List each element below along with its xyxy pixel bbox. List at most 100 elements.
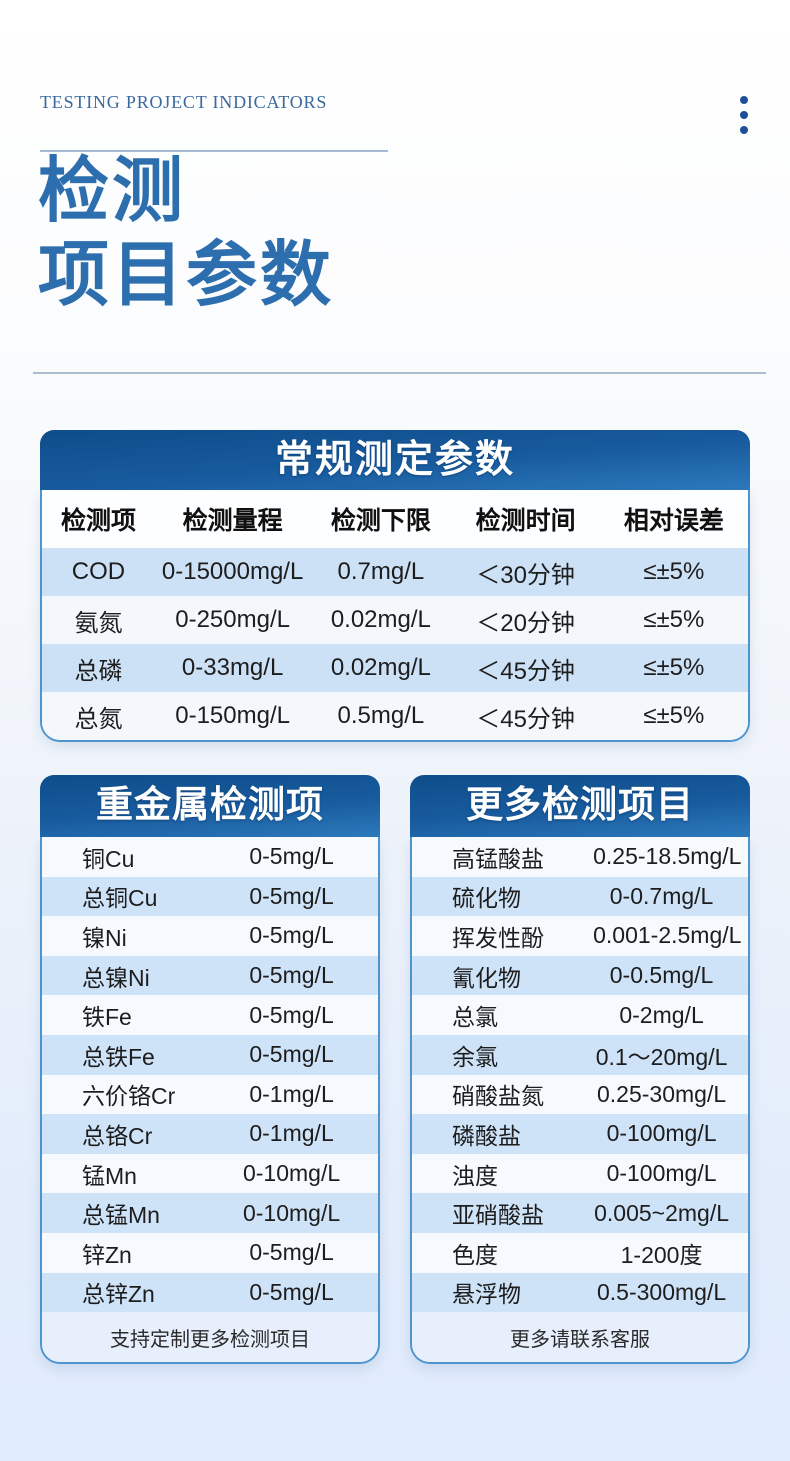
table-cell: 镍Ni xyxy=(82,924,127,951)
heavy-metal-table-title: 重金属检测项 xyxy=(40,775,380,837)
table-cell: 0-0.7mg/L xyxy=(609,882,714,909)
table-cell: 总锌Zn xyxy=(82,1281,155,1308)
table-cell: 氨氮 xyxy=(74,609,123,637)
table-row: 总镍Ni 0-5mg/L xyxy=(42,955,378,996)
table-cell: 0-5mg/L xyxy=(249,1278,334,1305)
main-table-rows: COD 0-15000mg/L 0.7mg/L ＜30分钟 ≤±5% 氨氮 0-250mg/… xyxy=(42,548,748,740)
table-cell: 总氯 xyxy=(452,1004,498,1031)
more-items-table: 高锰酸盐 0.25-18.5mg/L 硫化物 0-0.7mg/L 挥发性酚 0.001-2… xyxy=(410,837,750,1365)
table-cell: 总氮 xyxy=(74,705,123,733)
main-table-title: 常规测定参数 xyxy=(40,430,750,490)
more-items-table-rows: 高锰酸盐 0.25-18.5mg/L 硫化物 0-0.7mg/L 挥发性酚 0.001-2… xyxy=(412,837,748,1313)
column-header: 检测量程 xyxy=(182,507,283,535)
table-row: 总氯 0-2mg/L xyxy=(412,995,748,1035)
table-row: 氰化物 0-0.5mg/L xyxy=(412,955,748,996)
table-row: 总铬Cr 0-1mg/L xyxy=(42,1114,378,1154)
table-cell: 0.02mg/L xyxy=(330,654,431,681)
table-cell: 0-5mg/L xyxy=(249,922,334,949)
more-items-table-title: 更多检测项目 xyxy=(410,775,750,837)
table-row: 总铁Fe 0-5mg/L xyxy=(42,1034,378,1075)
table-row: 余氯 0.1～20mg/L xyxy=(412,1034,748,1075)
table-cell: 0.1～20mg/L xyxy=(595,1043,728,1070)
table-cell: 锌Zn xyxy=(82,1241,132,1268)
table-cell: 0.001-2.5mg/L xyxy=(593,922,742,949)
table-cell: 0-15000mg/L xyxy=(161,558,304,585)
secondary-cards-row: 重金属检测项 铜Cu 0-5mg/L 总铜Cu 0-5mg/L 镍Ni 0-5mg/L 总镍… xyxy=(40,775,750,1365)
table-cell: 0-5mg/L xyxy=(249,962,334,989)
table-cell: 0-150mg/L xyxy=(175,702,290,729)
table-row: 镍Ni 0-5mg/L xyxy=(42,916,378,956)
table-header-row: 检测项 检测量程 检测下限 检测时间 相对误差 xyxy=(42,490,748,548)
table-row: 硝酸盐氮 0.25-30mg/L xyxy=(412,1074,748,1115)
table-row: 硫化物 0-0.7mg/L xyxy=(412,876,748,917)
heavy-metal-table-rows: 铜Cu 0-5mg/L 总铜Cu 0-5mg/L 镍Ni 0-5mg/L 总镍Ni 0-5mg… xyxy=(42,837,378,1313)
table-cell: 0.005~2mg/L xyxy=(594,1199,730,1226)
column-header: 检测项 xyxy=(60,507,136,535)
table-cell: ＜45分钟 xyxy=(476,705,575,733)
table-cell: 六价铬Cr xyxy=(82,1083,176,1110)
table-cell: 0-10mg/L xyxy=(242,1160,341,1187)
table-cell: 总锰Mn xyxy=(82,1202,160,1229)
divider-line-top xyxy=(40,150,388,152)
heavy-metal-table-footer: 支持定制更多检测项目 xyxy=(42,1312,378,1363)
table-cell: 0-0.5mg/L xyxy=(609,962,714,989)
table-cell: 0-33mg/L xyxy=(181,654,284,681)
table-row: 浊度 0-100mg/L xyxy=(412,1153,748,1194)
table-cell: 0-5mg/L xyxy=(249,843,334,870)
table-cell: 硝酸盐氮 xyxy=(452,1083,544,1110)
table-cell: 0-2mg/L xyxy=(619,1001,704,1028)
table-cell: 0-5mg/L xyxy=(249,1001,334,1028)
table-cell: 高锰酸盐 xyxy=(452,845,544,872)
table-row: 总锌Zn 0-5mg/L xyxy=(42,1272,378,1313)
table-row: 氨氮 0-250mg/L 0.02mg/L ＜20分钟 ≤±5% xyxy=(42,596,748,644)
table-cell: 0-100mg/L xyxy=(606,1160,717,1187)
table-cell: 0-1mg/L xyxy=(249,1080,334,1107)
table-row: 锌Zn 0-5mg/L xyxy=(42,1232,378,1273)
column-header: 检测时间 xyxy=(475,507,576,535)
table-cell: 0.02mg/L xyxy=(330,606,431,633)
table-cell: ≤±5% xyxy=(643,558,705,585)
table-cell: 总铁Fe xyxy=(82,1043,155,1070)
table-cell: 0-100mg/L xyxy=(606,1120,717,1147)
table-cell: 氰化物 xyxy=(452,964,521,991)
heavy-metal-card: 重金属检测项 铜Cu 0-5mg/L 总铜Cu 0-5mg/L 镍Ni 0-5mg/L 总镍… xyxy=(40,775,380,1365)
main-parameters-card: 常规测定参数 检测项 检测量程 检测下限 检测时间 相对误差 COD 0-1500… xyxy=(40,430,750,742)
table-cell: COD xyxy=(71,558,126,585)
more-items-card: 更多检测项目 高锰酸盐 0.25-18.5mg/L 硫化物 0-0.7mg/L 挥发性酚… xyxy=(410,775,750,1365)
table-row: 铜Cu 0-5mg/L xyxy=(42,837,378,877)
table-row: 总磷 0-33mg/L 0.02mg/L ＜45分钟 ≤±5% xyxy=(42,644,748,692)
table-cell: 铁Fe xyxy=(82,1004,132,1031)
main-table: 检测项 检测量程 检测下限 检测时间 相对误差 COD 0-15000mg/L 0.… xyxy=(40,490,750,742)
page-title-line1: 检测 xyxy=(38,153,187,231)
column-header: 相对误差 xyxy=(623,507,724,535)
table-cell: 0-5mg/L xyxy=(249,1239,334,1266)
divider-line-under-title xyxy=(33,372,766,374)
table-row: 磷酸盐 0-100mg/L xyxy=(412,1114,748,1154)
kebab-menu-icon xyxy=(740,96,748,134)
column-header: 检测下限 xyxy=(330,507,431,535)
table-cell: 0.25-18.5mg/L xyxy=(593,843,742,870)
table-cell: 0.7mg/L xyxy=(337,558,425,585)
table-cell: 色度 xyxy=(452,1241,498,1268)
table-cell: 锰Mn xyxy=(82,1162,137,1189)
table-cell: ＜45分钟 xyxy=(476,657,575,685)
heavy-metal-table: 铜Cu 0-5mg/L 总铜Cu 0-5mg/L 镍Ni 0-5mg/L 总镍Ni 0-5mg… xyxy=(40,837,380,1365)
table-cell: 0.5-300mg/L xyxy=(596,1278,727,1305)
table-cell: 0-250mg/L xyxy=(175,606,290,633)
kebab-dot xyxy=(740,96,748,104)
table-row: 悬浮物 0.5-300mg/L xyxy=(412,1272,748,1313)
table-cell: 总铬Cr xyxy=(82,1122,153,1149)
table-row: COD 0-15000mg/L 0.7mg/L ＜30分钟 ≤±5% xyxy=(42,548,748,596)
table-cell: 0-10mg/L xyxy=(242,1199,341,1226)
table-cell: 悬浮物 xyxy=(452,1281,521,1308)
table-cell: 总铜Cu xyxy=(82,885,158,912)
table-row: 锰Mn 0-10mg/L xyxy=(42,1153,378,1194)
table-row: 亚硝酸盐 0.005~2mg/L xyxy=(412,1193,748,1233)
kebab-dot xyxy=(740,126,748,134)
table-cell: 磷酸盐 xyxy=(452,1122,521,1149)
table-cell: 0-5mg/L xyxy=(249,882,334,909)
table-cell: 0.25-30mg/L xyxy=(596,1080,727,1107)
table-row: 色度 1-200度 xyxy=(412,1232,748,1273)
table-cell: 挥发性酚 xyxy=(452,924,544,951)
